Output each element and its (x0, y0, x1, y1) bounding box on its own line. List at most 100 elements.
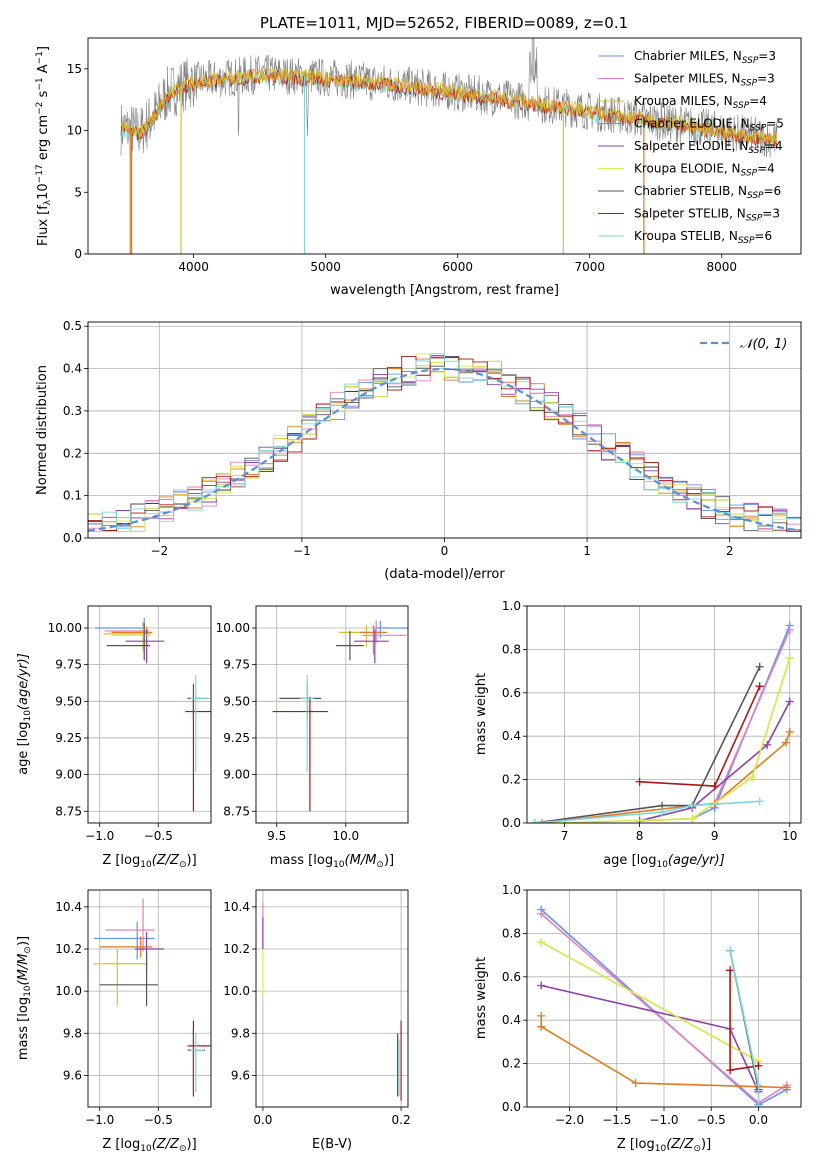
weight-series-line (534, 800, 760, 823)
label-part: −1 (35, 77, 45, 90)
weight-point-marker (785, 697, 794, 706)
label-part: =4 (765, 139, 783, 153)
mass_vs_ebv-axes: 0.0 0.2 9.6 9.8 10.0 10.2 10.4 E(B-V) (223, 889, 411, 1152)
label-part: =5 (766, 117, 784, 131)
y-tick-label: 0.0 (63, 531, 82, 545)
x-tick-label: 4000 (178, 260, 209, 274)
y-tick-label: 9.75 (55, 658, 82, 672)
y-tick-label: 0.4 (502, 729, 521, 743)
label-part: Z [log (102, 853, 140, 868)
legend-entry: Chabrier STELIB, NSSP=6 (634, 184, 781, 201)
label-part: Chabrier STELIB, N (634, 184, 747, 198)
x-tick-label: 0.0 (253, 1113, 272, 1127)
x-tick-label: −1.0 (85, 1113, 114, 1127)
label-part: ⊙ (376, 860, 384, 870)
label-part: −2 (35, 102, 45, 115)
label-part: =6 (764, 184, 782, 198)
y-tick-label: 0.4 (502, 1013, 521, 1027)
x-axis-label: age [log10(age/yr)] (603, 853, 725, 870)
axes-frame (87, 889, 212, 1108)
label-part: age [log (16, 722, 31, 775)
y-axis-label: mass [log10(M/M⊙)] (16, 936, 33, 1060)
axes-frame (255, 605, 409, 824)
y-tick-label: 0.8 (502, 926, 521, 940)
label-part: A (36, 64, 51, 77)
weight-point-marker (781, 738, 790, 747)
label-part: SSP (742, 56, 759, 66)
weight-point-marker (754, 1103, 763, 1107)
weight-point-marker (748, 773, 757, 782)
label-part: 10 (140, 1144, 152, 1154)
label-part: 10 (655, 1144, 667, 1154)
residual-histogram-step (88, 353, 801, 533)
weight-point-marker (763, 740, 772, 749)
residuals-axes: −2 −1 0 1 2 0.0 0.1 0.2 0.3 0.4 0.5 (data-model)/er… (35, 319, 802, 582)
y-tick-label: 1.0 (502, 883, 521, 897)
weight-point-marker (785, 654, 794, 663)
label-part: −1 (35, 51, 45, 64)
label-part: SSP (738, 236, 755, 246)
label-part: SSP (741, 169, 758, 179)
y-tick-label: 0.8 (502, 642, 521, 656)
axes-frame (87, 321, 802, 539)
x-tick-label: −2 (150, 544, 168, 558)
label-part: Kroupa ELODIE, N (634, 162, 741, 176)
legend-entry: Kroupa STELIB, NSSP=6 (634, 229, 772, 246)
x-tick-label: 9 (711, 829, 719, 843)
weight-point-marker (726, 1066, 735, 1075)
y-tick-label: 9.25 (55, 731, 82, 745)
gaussian-reference-curve (88, 367, 801, 532)
y-tick-label: 0.3 (63, 404, 82, 418)
weight_vs_Z-plot-area (537, 905, 791, 1107)
weight-point-marker (785, 727, 794, 736)
y-axis-label: Normed distribution (35, 365, 50, 495)
masked-region-bar (531, 38, 535, 76)
y-tick-label: 10.00 (216, 621, 250, 635)
weight-point-marker (537, 981, 546, 990)
label-part: ⊙ (693, 1144, 701, 1154)
weight-series-line (540, 941, 759, 1063)
weight_vs_age-plot-area (530, 621, 794, 823)
legend-entry: Kroupa ELODIE, NSSP=4 (634, 162, 775, 179)
age_vs_Z-plot-area (95, 617, 211, 812)
label-part: (age/yr)] (16, 653, 31, 710)
x-tick-label: −0.5 (144, 829, 173, 843)
y-axis-label: age [log10(age/yr)] (16, 653, 33, 775)
y-tick-label: 10.2 (55, 942, 82, 956)
legend-entry: Chabrier MILES, NSSP=3 (634, 49, 776, 66)
label-part: )] (701, 1137, 711, 1152)
y-tick-label: 0.6 (502, 686, 521, 700)
y-tick-label: 0.6 (502, 970, 521, 984)
label-part: −17 (35, 164, 45, 183)
label-part: 10 (333, 860, 345, 870)
y-tick-label: 0.5 (63, 319, 82, 333)
weight-point-marker (658, 808, 667, 817)
x-tick-label: 7000 (574, 260, 605, 274)
y-tick-label: 1.0 (502, 599, 521, 613)
label-part: =3 (762, 207, 780, 221)
label-part: Kroupa STELIB, N (634, 229, 738, 243)
x-tick-label: 8 (636, 829, 644, 843)
label-part: Z [log (102, 1137, 140, 1152)
weight-point-marker (754, 1081, 763, 1090)
x-axis-label: wavelength [Angstrom, rest frame] (330, 283, 559, 298)
weight-point-marker (755, 797, 764, 806)
y-tick-label: 9.50 (223, 694, 250, 708)
label-part: mass [log (270, 853, 333, 868)
model-spectrum-line (120, 66, 778, 147)
y-tick-label: 8.75 (55, 804, 82, 818)
legend-entry: Kroupa MILES, NSSP=4 (634, 94, 767, 111)
label-part: =3 (757, 72, 775, 86)
label-part: (Z/Z (666, 1137, 694, 1152)
weight-point-marker (754, 1061, 763, 1070)
legend-entry: 𝒩(0, 1) (740, 337, 787, 352)
x-axis-label: Z [log10(Z/Z⊙)] (102, 853, 196, 870)
label-part: 10 (656, 860, 668, 870)
y-tick-label: 5 (74, 185, 82, 199)
label-part: SSP (733, 101, 750, 111)
legend-entry: Salpeter STELIB, NSSP=3 (634, 207, 780, 224)
label-part: ⊙ (179, 860, 187, 870)
observed-spectrum-line (120, 47, 778, 158)
axes-frame (255, 889, 409, 1108)
